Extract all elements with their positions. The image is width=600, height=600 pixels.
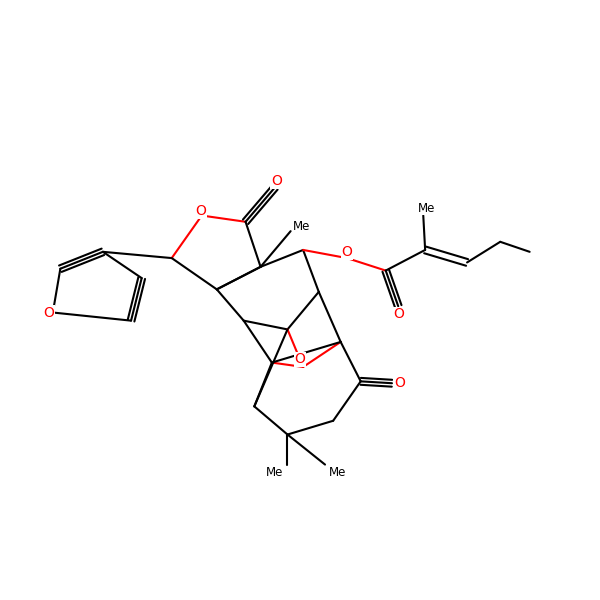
Text: O: O bbox=[393, 307, 404, 322]
Text: Me: Me bbox=[266, 466, 284, 479]
Text: O: O bbox=[271, 174, 281, 188]
Text: Me: Me bbox=[293, 220, 311, 233]
Text: Me: Me bbox=[418, 202, 435, 215]
Text: O: O bbox=[394, 376, 405, 390]
Text: O: O bbox=[341, 245, 352, 259]
Text: O: O bbox=[43, 305, 54, 320]
Text: Me: Me bbox=[329, 466, 346, 479]
Text: O: O bbox=[295, 352, 305, 367]
Text: O: O bbox=[195, 204, 206, 218]
